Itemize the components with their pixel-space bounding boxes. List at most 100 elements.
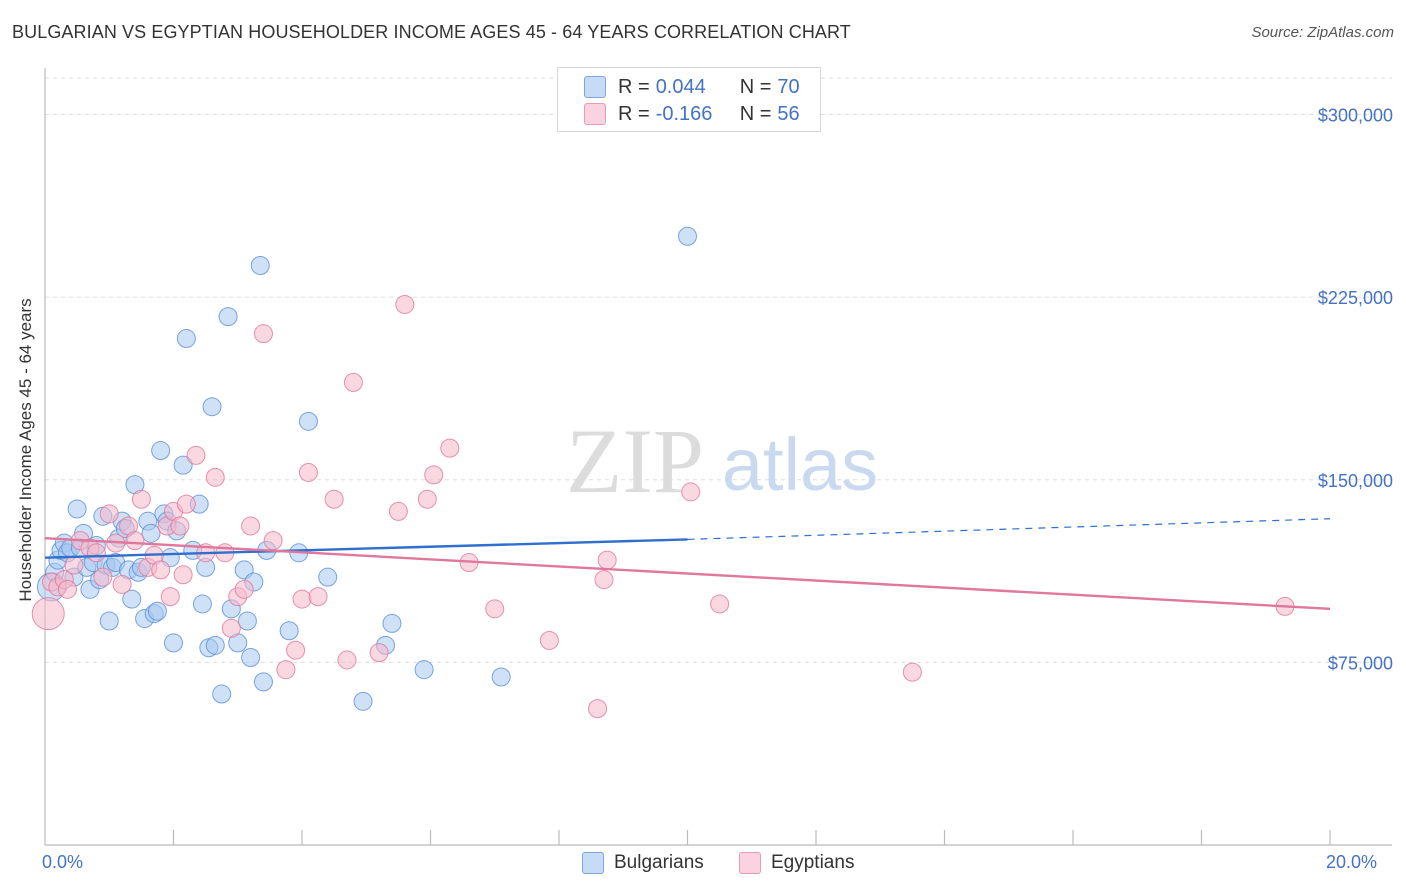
y-tick-label: $75,000 bbox=[1328, 653, 1393, 673]
egyptian-point bbox=[125, 531, 145, 551]
series-swatch-egyptians bbox=[739, 852, 761, 874]
legend-n-value: 56 bbox=[777, 102, 800, 125]
bulgarian-point bbox=[212, 684, 232, 704]
egyptian-point bbox=[112, 574, 132, 594]
bulgarian-point bbox=[241, 648, 261, 668]
legend-n-label: N = bbox=[739, 75, 772, 98]
egyptian-point bbox=[710, 594, 730, 614]
legend-n-value: 70 bbox=[777, 75, 800, 98]
bulgarian-point bbox=[141, 523, 161, 543]
egyptian-point bbox=[64, 555, 84, 575]
bulgarian-point bbox=[67, 499, 87, 519]
legend-r-label: R = bbox=[618, 75, 650, 98]
egyptian-point bbox=[324, 489, 344, 509]
bulgarian-point bbox=[218, 307, 238, 327]
egyptian-point bbox=[286, 640, 306, 660]
egyptian-point bbox=[253, 324, 273, 344]
bulgarian-point bbox=[678, 226, 697, 246]
legend-r-value: 0.044 bbox=[655, 75, 706, 98]
watermark-atlas: atlas bbox=[722, 423, 878, 506]
legend-row-egyptians: R = -0.166 N = 56 bbox=[584, 101, 800, 127]
egyptian-point bbox=[186, 445, 206, 465]
egyptian-point bbox=[173, 565, 193, 585]
egyptian-point bbox=[388, 501, 408, 521]
egyptian-point bbox=[292, 589, 312, 609]
egyptian-point bbox=[597, 550, 617, 570]
bulgarian-point bbox=[173, 455, 193, 475]
bulgarian-point bbox=[151, 441, 171, 461]
source-label: Source: ZipAtlas.com bbox=[1251, 24, 1394, 41]
egyptian-point bbox=[205, 467, 225, 487]
watermark-zip: ZIP bbox=[566, 410, 704, 512]
egyptian-point bbox=[417, 489, 437, 509]
bulgarian-point bbox=[176, 329, 196, 349]
legend-r-value: -0.166 bbox=[655, 102, 713, 125]
egyptian-point bbox=[176, 494, 196, 514]
egyptian-point bbox=[99, 504, 119, 524]
y-axis-label: Householder Income Ages 45 - 64 years bbox=[16, 298, 35, 602]
egyptian-point bbox=[337, 650, 357, 670]
egyptian-point bbox=[343, 372, 363, 392]
egyptian-point bbox=[594, 570, 614, 590]
bulgarian-point bbox=[279, 621, 299, 641]
bulgarian-point bbox=[318, 567, 338, 587]
bulgarian-point bbox=[491, 667, 511, 687]
egyptian-point bbox=[263, 531, 283, 551]
egyptian-point bbox=[151, 560, 171, 580]
bulgarian-trend-line-dashed bbox=[687, 518, 1331, 541]
egyptian-point bbox=[440, 438, 460, 458]
series-legend-egyptians[interactable]: Egyptians bbox=[739, 852, 854, 874]
bulgarian-point bbox=[237, 611, 257, 631]
legend-swatch-bulgarians bbox=[584, 76, 606, 98]
egyptian-point bbox=[902, 662, 922, 682]
bulgarian-point bbox=[414, 660, 434, 680]
egyptian-point bbox=[276, 660, 296, 680]
y-tick-label: $225,000 bbox=[1318, 288, 1393, 308]
egyptian-point bbox=[539, 630, 559, 650]
bulgarian-point bbox=[122, 589, 142, 609]
egyptian-point bbox=[131, 489, 151, 509]
chart-title: BULGARIAN VS EGYPTIAN HOUSEHOLDER INCOME… bbox=[12, 22, 851, 42]
legend-swatch-egyptians bbox=[584, 103, 606, 125]
legend-row-bulgarians: R = 0.044 N = 70 bbox=[584, 74, 800, 100]
egyptian-point bbox=[681, 482, 701, 502]
x-tick-label-max: 20.0% bbox=[1326, 852, 1378, 872]
egyptian-point bbox=[31, 597, 65, 631]
egyptian-point bbox=[485, 599, 505, 619]
series-legend-bulgarians[interactable]: Bulgarians bbox=[582, 852, 704, 874]
egyptian-point bbox=[86, 543, 106, 563]
egyptian-point bbox=[298, 462, 318, 482]
egyptian-point bbox=[57, 579, 77, 599]
bulgarian-point bbox=[253, 672, 273, 692]
egyptian-point bbox=[93, 567, 113, 587]
egyptian-point bbox=[395, 294, 415, 314]
bulgarian-point bbox=[164, 633, 183, 653]
bulgarian-point bbox=[205, 635, 225, 655]
bulgarian-point bbox=[99, 611, 119, 631]
series-legend-label: Bulgarians bbox=[614, 852, 704, 873]
legend-r-label: R = bbox=[618, 102, 650, 125]
y-tick-label: $150,000 bbox=[1318, 471, 1393, 491]
egyptian-trend-line bbox=[44, 537, 1331, 611]
egyptian-point bbox=[308, 587, 328, 607]
egyptian-point bbox=[234, 579, 254, 599]
egyptian-point bbox=[369, 643, 389, 663]
bulgarian-point bbox=[202, 397, 222, 417]
series-swatch-bulgarians bbox=[582, 852, 604, 874]
legend-n-label: N = bbox=[739, 102, 772, 125]
stats-legend: R = 0.044 N = 70 R = -0.166 N = 56 bbox=[557, 67, 821, 132]
egyptian-point bbox=[424, 465, 444, 485]
bulgarian-point bbox=[298, 411, 318, 431]
egyptian-point bbox=[241, 516, 261, 536]
bulgarian-trend-line bbox=[44, 538, 688, 559]
series-legend: Bulgarians Egyptians bbox=[0, 852, 1406, 878]
bulgarian-point bbox=[382, 613, 402, 633]
bulgarian-point bbox=[353, 691, 373, 711]
bulgarian-point bbox=[192, 594, 212, 614]
y-tick-label: $300,000 bbox=[1318, 106, 1393, 126]
egyptian-point bbox=[160, 587, 180, 607]
x-tick-label-min: 0.0% bbox=[42, 852, 84, 872]
series-legend-label: Egyptians bbox=[771, 852, 855, 873]
bulgarian-point bbox=[250, 255, 270, 275]
